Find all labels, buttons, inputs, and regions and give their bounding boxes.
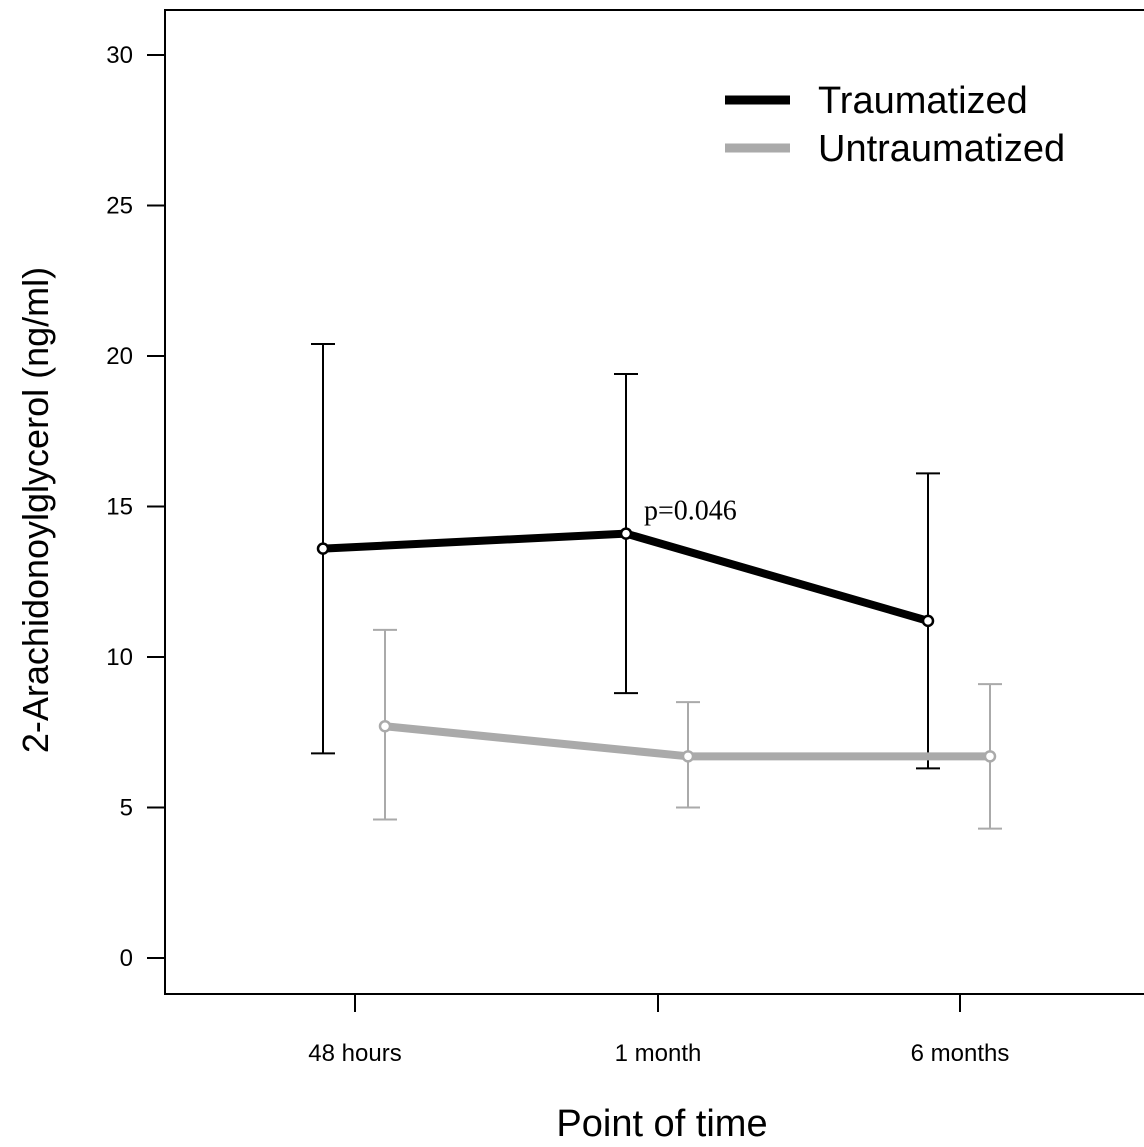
series-layer [311, 342, 1002, 830]
x-tick-label: 1 month [615, 1040, 702, 1067]
data-point [681, 750, 695, 763]
y-axis-title: 2-Arachidonoylglycerol (ng/ml) [15, 267, 56, 753]
y-tick-label: 15 [106, 494, 133, 521]
x-tick-label: 48 hours [308, 1040, 401, 1067]
p-value-annotation: p=0.046 [644, 496, 737, 527]
data-point [316, 542, 330, 555]
legend-item-traumatized: Traumatized [725, 80, 1028, 122]
y-tick-label: 5 [120, 795, 133, 822]
annotation-layer: p=0.046 [644, 496, 737, 527]
legend-label: Untraumatized [818, 128, 1065, 170]
x-axis: 48 hours 1 month 6 months [308, 994, 1009, 1067]
y-tick-label: 10 [106, 644, 133, 671]
legend: Traumatized Untraumatized [725, 80, 1065, 170]
data-point [619, 527, 633, 540]
y-tick-label: 0 [120, 945, 133, 972]
x-tick-label: 6 months [911, 1040, 1010, 1067]
x-axis-title: Point of time [556, 1103, 767, 1145]
y-tick-label: 30 [106, 42, 133, 69]
data-point [921, 614, 935, 628]
data-point [983, 750, 997, 763]
y-axis: 0 5 10 15 20 25 30 [106, 42, 165, 972]
data-point [378, 719, 392, 733]
y-tick-label: 20 [106, 343, 133, 370]
legend-item-untraumatized: Untraumatized [725, 128, 1065, 170]
series-untraumatized [373, 628, 1002, 830]
legend-label: Traumatized [818, 80, 1028, 122]
y-tick-label: 25 [106, 193, 133, 220]
series-traumatized [311, 342, 940, 770]
